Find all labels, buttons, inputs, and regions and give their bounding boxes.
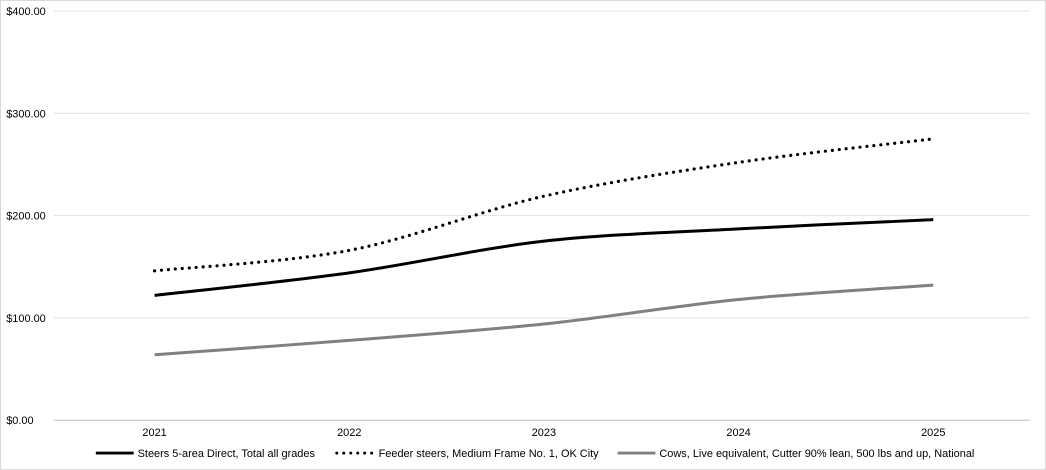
gridlines [54,10,1030,421]
data-point [737,160,741,164]
data-point [931,218,935,222]
data-point [542,322,546,326]
x-tick-label: 2021 [142,427,166,439]
y-tick-label: $200.00 [6,211,46,223]
x-tick-label: 2024 [726,427,750,439]
legend-label-1: Steers 5-area Direct, Total all grades [138,448,316,460]
legend-label-3: Cows, Live equivalent, Cutter 90% lean, … [659,448,974,460]
legend-label-2: Feeder steers, Medium Frame No. 1, OK Ci… [379,448,600,460]
y-tick-label: $300.00 [6,108,46,120]
data-point [737,297,741,301]
data-point [542,194,546,198]
y-axis-tick-labels: $0.00 $100.00 $200.00 $300.00 $400.00 [6,6,46,427]
x-tick-label: 2022 [337,427,361,439]
series-line-1 [154,218,934,297]
x-tick-label: 2023 [532,427,556,439]
data-point [347,271,351,275]
legend: Steers 5-area Direct, Total all grades Fe… [95,448,974,460]
x-axis-tick-labels: 2021 2022 2023 2024 2025 [142,427,945,439]
series-line-3 [154,283,934,357]
data-point [347,248,351,252]
data-point [153,293,157,297]
data-point [737,227,741,231]
y-tick-label: $0.00 [6,415,33,427]
data-point [153,269,157,273]
data-point [153,353,157,357]
x-tick-label: 2025 [921,427,945,439]
y-tick-label: $400.00 [6,6,46,18]
series-lines [152,137,935,357]
data-point [931,137,935,141]
series-line-2 [152,137,935,273]
y-tick-label: $100.00 [6,313,46,325]
data-point [931,283,935,287]
data-point [347,338,351,342]
data-point [542,239,546,243]
